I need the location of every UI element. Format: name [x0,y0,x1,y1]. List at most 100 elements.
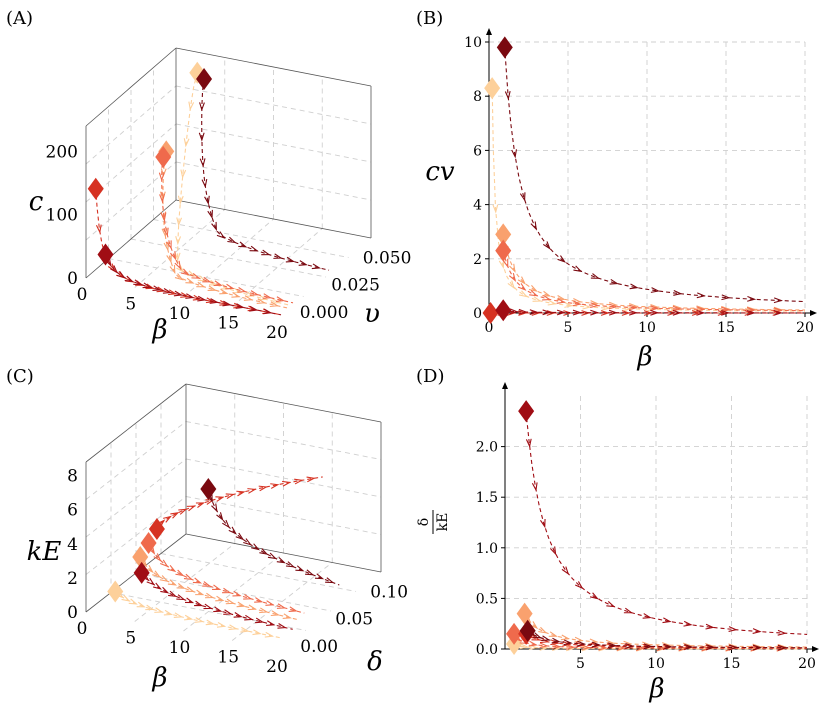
series-6-start-marker [519,619,536,642]
series-3-marker [608,303,619,310]
series-6-marker [532,632,543,639]
series-6-marker [573,265,583,273]
series-1-marker [176,264,185,273]
series-2-marker [166,254,172,264]
series-6-marker [249,245,259,252]
series-3-marker [192,577,203,584]
y-axis-label: δ [367,647,383,677]
series-3-marker [249,290,260,296]
series-2-marker [509,263,516,273]
series-3-marker [202,276,212,283]
series-5-marker [628,309,639,316]
x-tick-label: 10 [638,320,656,336]
y-tick-label: 8 [473,89,482,105]
series-6-marker [211,503,218,513]
series-1-marker [240,626,250,633]
panel-b: 0 5 10 15 20 0 2 4 6 8 10 β cv [425,28,817,372]
series-4-marker [294,478,304,485]
series-2-marker [159,575,169,582]
series-4-marker [180,292,190,298]
series-1-marker [518,290,529,298]
series-2-marker [161,228,168,238]
box-edge [185,383,382,423]
series-5-marker [696,309,706,316]
series-1-marker [252,629,262,636]
series-3-marker [565,644,576,650]
series-3-marker [153,553,162,562]
series-1-marker [175,236,182,246]
series-6-start-marker [496,36,513,59]
series-1-marker [128,598,138,605]
series-5-marker [124,275,134,283]
z-axis-label: kE [27,537,62,567]
series-4-marker [186,505,197,512]
series-2-marker [207,285,217,291]
series-1-marker [492,204,499,214]
series-5-marker [263,308,273,315]
z-tick-label: 2 [67,569,78,589]
series-3-marker [556,298,566,304]
grid-side-wall [85,85,177,165]
series-1-marker [264,631,275,638]
series-1-marker [194,617,205,623]
series-5-marker [116,271,126,279]
series-4-marker [215,496,225,502]
grid-floor [130,238,327,278]
series-6-marker [607,642,618,649]
series-3-marker [590,302,600,309]
series-1-marker [180,169,187,179]
series-6-line [201,79,330,271]
box-edge [85,47,177,127]
series-2-marker [236,601,246,608]
series-5-marker [542,309,552,316]
panel-label-d: (D) [416,366,444,387]
series-1-line [177,72,289,306]
series-6-marker [251,543,261,551]
series-5-marker [589,592,599,600]
series-5-start-marker [495,299,512,322]
series-3-marker [508,272,517,282]
grid-side-wall [85,458,187,538]
series-5-marker [672,309,682,316]
y-axis-label-denominator: kE [435,513,451,532]
panel-label-b: (B) [416,8,443,29]
series-3-marker [225,283,235,290]
series-5-marker [642,613,652,619]
series-3-marker [502,258,509,269]
series-5-marker [606,601,616,608]
series-6-marker [198,132,205,142]
series-2-marker [572,297,582,304]
series-6-marker [721,294,731,301]
series-5-marker [608,309,619,316]
series-3-marker [243,594,253,600]
x-tick-label: 10 [169,304,191,324]
series-6-marker [542,241,551,250]
x-tick-label: 0 [485,320,494,336]
z-tick-label: 8 [67,467,78,487]
series-2-marker [169,264,176,275]
series-1-start-marker [107,580,124,603]
series-4-marker [205,297,216,304]
y-tick-label: 0.000 [300,303,349,323]
series-5-marker [752,628,762,634]
series-6-marker [519,192,526,202]
series-5-marker [185,597,195,604]
x-tick-label: 5 [125,295,136,315]
series-5-marker [133,279,143,286]
series-5-marker [623,607,634,614]
series-4-marker [163,515,173,523]
series-6-marker [663,643,673,650]
series-6-marker [625,642,635,649]
x-axis-label: β [151,663,167,693]
series-3-marker [222,587,232,594]
series-5-marker [110,265,119,274]
series-6-marker [504,90,511,101]
series-2-start-marker [132,545,149,568]
series-5-marker [728,626,738,632]
series-6-marker [696,292,706,299]
series-2-marker [517,276,527,285]
series-1-start-marker [484,77,501,100]
x-tick-label: 0 [77,619,88,639]
series-4-start-marker [87,177,104,200]
series-3-marker [551,643,562,650]
